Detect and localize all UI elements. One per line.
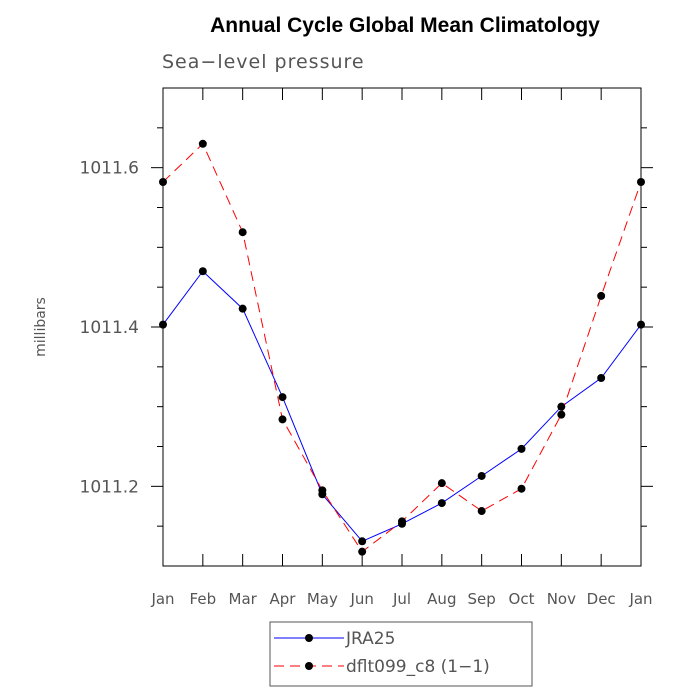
legend-marker-2 bbox=[305, 662, 313, 670]
series-2-point bbox=[198, 139, 207, 148]
series-2-point bbox=[477, 507, 486, 516]
chart-subtitle: Sea−level pressure bbox=[162, 51, 365, 73]
series-2-point bbox=[637, 178, 645, 187]
legend-box bbox=[269, 621, 533, 687]
series-2-point bbox=[557, 410, 566, 419]
series-2-point bbox=[597, 291, 606, 300]
series-1-point bbox=[477, 471, 486, 480]
series-1-point bbox=[159, 320, 167, 329]
series-line-2 bbox=[162, 142, 642, 553]
series-1-point bbox=[358, 537, 367, 546]
x-tick-label: Feb bbox=[190, 590, 217, 608]
x-tick-label: May bbox=[307, 590, 338, 608]
x-tick-label: Oct bbox=[509, 590, 535, 608]
series-2-point bbox=[238, 228, 247, 237]
y-tick-label: 1011.2 bbox=[80, 477, 139, 497]
series-1-point bbox=[437, 499, 446, 508]
series-1-point bbox=[278, 393, 287, 402]
series-1-point bbox=[557, 402, 566, 411]
legend-label-1: JRA25 bbox=[345, 629, 395, 649]
series-2-point bbox=[159, 178, 167, 187]
x-tick-label: Nov bbox=[547, 590, 576, 608]
series-lines bbox=[162, 142, 642, 553]
y-axis-label: millibars bbox=[33, 297, 49, 357]
y-tick-label: 1011.4 bbox=[80, 318, 139, 338]
series-line-1 bbox=[162, 270, 642, 542]
plot-frame bbox=[162, 87, 642, 567]
x-axis-ticks: Jan Feb Mar Apr May Jun Jul Aug Sep Oct Nov Dec Jan bbox=[150, 88, 653, 608]
series-1-point bbox=[198, 267, 207, 276]
series-1-point bbox=[637, 320, 645, 329]
series-2-point bbox=[437, 479, 446, 488]
x-tick-label: Apr bbox=[270, 590, 297, 608]
chart-title: Annual Cycle Global Mean Climatology bbox=[210, 14, 600, 37]
series-1-point bbox=[597, 373, 606, 382]
legend: JRA25 dflt099_c8 (1−1) bbox=[274, 629, 490, 677]
x-tick-label: Dec bbox=[587, 590, 616, 608]
series-2-point bbox=[358, 547, 367, 556]
x-tick-label: Mar bbox=[229, 590, 258, 608]
series-markers bbox=[159, 139, 645, 556]
series-2-point bbox=[318, 486, 327, 495]
x-tick-label: Aug bbox=[427, 590, 456, 608]
series-1-point bbox=[238, 304, 247, 313]
legend-label-2: dflt099_c8 (1−1) bbox=[346, 657, 490, 677]
x-tick-label: Jul bbox=[392, 590, 411, 608]
x-tick-label: Sep bbox=[468, 590, 496, 608]
series-2-point bbox=[517, 484, 526, 493]
x-tick-label: Jun bbox=[349, 590, 373, 608]
x-tick-label: Jan bbox=[628, 590, 652, 608]
series-2-point bbox=[278, 415, 287, 424]
series-2-point bbox=[398, 517, 406, 526]
x-tick-label: Jan bbox=[150, 590, 174, 608]
y-tick-label: 1011.6 bbox=[80, 159, 139, 179]
y-axis-ticks: 1011.2 1011.4 1011.6 bbox=[80, 127, 653, 527]
series-1-point bbox=[517, 444, 526, 453]
legend-marker-1 bbox=[305, 634, 313, 642]
